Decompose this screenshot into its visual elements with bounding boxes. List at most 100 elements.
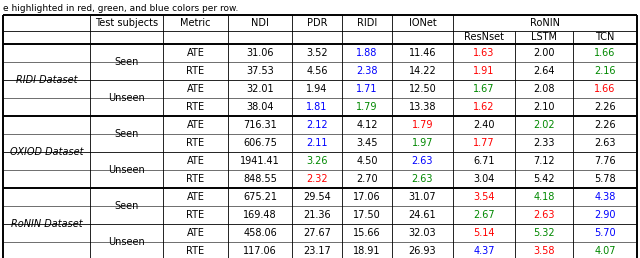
Text: 14.22: 14.22 [408, 66, 436, 76]
Text: 1.67: 1.67 [473, 84, 495, 94]
Text: TCN: TCN [595, 33, 614, 43]
Text: 3.58: 3.58 [533, 246, 555, 256]
Text: LSTM: LSTM [531, 33, 557, 43]
Text: 169.48: 169.48 [243, 210, 277, 220]
Text: 2.12: 2.12 [306, 120, 328, 130]
Text: 26.93: 26.93 [409, 246, 436, 256]
Text: Metric: Metric [180, 18, 211, 28]
Text: 6.71: 6.71 [473, 156, 495, 166]
Text: 2.40: 2.40 [473, 120, 495, 130]
Text: 17.06: 17.06 [353, 192, 381, 202]
Text: 5.70: 5.70 [594, 228, 616, 238]
Text: 37.53: 37.53 [246, 66, 274, 76]
Text: 18.91: 18.91 [353, 246, 381, 256]
Text: ATE: ATE [187, 48, 204, 58]
Text: 1.71: 1.71 [356, 84, 378, 94]
Text: 2.10: 2.10 [533, 102, 555, 112]
Text: 5.32: 5.32 [533, 228, 555, 238]
Text: 3.26: 3.26 [307, 156, 328, 166]
Text: 3.52: 3.52 [306, 48, 328, 58]
Text: 1941.41: 1941.41 [240, 156, 280, 166]
Text: 1.81: 1.81 [307, 102, 328, 112]
Text: Seen: Seen [115, 201, 139, 211]
Text: ResNset: ResNset [464, 33, 504, 43]
Text: 4.56: 4.56 [307, 66, 328, 76]
Text: 716.31: 716.31 [243, 120, 277, 130]
Text: 4.12: 4.12 [356, 120, 378, 130]
Text: IONet: IONet [408, 18, 436, 28]
Text: 606.75: 606.75 [243, 138, 277, 148]
Text: 848.55: 848.55 [243, 174, 277, 184]
Text: 1.66: 1.66 [595, 84, 616, 94]
Text: OXIOD Dataset: OXIOD Dataset [10, 147, 83, 157]
Text: 117.06: 117.06 [243, 246, 277, 256]
Text: 4.07: 4.07 [595, 246, 616, 256]
Text: Unseen: Unseen [108, 165, 145, 175]
Text: 11.46: 11.46 [409, 48, 436, 58]
Text: 4.37: 4.37 [473, 246, 495, 256]
Text: RTE: RTE [186, 102, 205, 112]
Text: 17.50: 17.50 [353, 210, 381, 220]
Text: e highlighted in red, green, and blue colors per row.: e highlighted in red, green, and blue co… [3, 4, 238, 13]
Text: Test subjects: Test subjects [95, 18, 158, 28]
Text: PDR: PDR [307, 18, 327, 28]
Text: 1.97: 1.97 [412, 138, 433, 148]
Text: ATE: ATE [187, 120, 204, 130]
Text: RTE: RTE [186, 66, 205, 76]
Text: 2.33: 2.33 [533, 138, 555, 148]
Text: 3.54: 3.54 [473, 192, 495, 202]
Text: 675.21: 675.21 [243, 192, 277, 202]
Text: 5.78: 5.78 [594, 174, 616, 184]
Text: 4.50: 4.50 [356, 156, 378, 166]
Text: 3.45: 3.45 [356, 138, 378, 148]
Text: 5.14: 5.14 [473, 228, 495, 238]
Text: 2.63: 2.63 [412, 174, 433, 184]
Text: 2.70: 2.70 [356, 174, 378, 184]
Text: ATE: ATE [187, 156, 204, 166]
Text: ATE: ATE [187, 192, 204, 202]
Text: 7.12: 7.12 [533, 156, 555, 166]
Text: 21.36: 21.36 [303, 210, 331, 220]
Text: 1.77: 1.77 [473, 138, 495, 148]
Text: 1.91: 1.91 [474, 66, 495, 76]
Text: 1.88: 1.88 [356, 48, 378, 58]
Text: RTE: RTE [186, 210, 205, 220]
Text: 1.94: 1.94 [307, 84, 328, 94]
Text: 5.42: 5.42 [533, 174, 555, 184]
Text: 31.07: 31.07 [409, 192, 436, 202]
Text: NDI: NDI [251, 18, 269, 28]
Text: 24.61: 24.61 [409, 210, 436, 220]
Text: 23.17: 23.17 [303, 246, 331, 256]
Text: RoNIN: RoNIN [530, 18, 560, 28]
Text: RTE: RTE [186, 138, 205, 148]
Text: ATE: ATE [187, 84, 204, 94]
Text: 2.90: 2.90 [595, 210, 616, 220]
Text: 7.76: 7.76 [594, 156, 616, 166]
Text: Unseen: Unseen [108, 237, 145, 247]
Text: 32.01: 32.01 [246, 84, 274, 94]
Text: 1.62: 1.62 [473, 102, 495, 112]
Text: 15.66: 15.66 [353, 228, 381, 238]
Text: 2.38: 2.38 [356, 66, 378, 76]
Text: 4.18: 4.18 [533, 192, 555, 202]
Text: 3.04: 3.04 [474, 174, 495, 184]
Text: 2.67: 2.67 [473, 210, 495, 220]
Text: 2.08: 2.08 [533, 84, 555, 94]
Text: 1.66: 1.66 [595, 48, 616, 58]
Text: RTE: RTE [186, 246, 205, 256]
Text: 2.26: 2.26 [594, 120, 616, 130]
Text: RIDI Dataset: RIDI Dataset [16, 75, 77, 85]
Text: 2.02: 2.02 [533, 120, 555, 130]
Text: 2.00: 2.00 [533, 48, 555, 58]
Text: 2.32: 2.32 [306, 174, 328, 184]
Text: 2.63: 2.63 [412, 156, 433, 166]
Text: 2.26: 2.26 [594, 102, 616, 112]
Text: ATE: ATE [187, 228, 204, 238]
Text: Seen: Seen [115, 57, 139, 67]
Text: 31.06: 31.06 [246, 48, 274, 58]
Text: 1.63: 1.63 [474, 48, 495, 58]
Text: 32.03: 32.03 [409, 228, 436, 238]
Text: 2.64: 2.64 [533, 66, 555, 76]
Text: Seen: Seen [115, 129, 139, 139]
Text: 13.38: 13.38 [409, 102, 436, 112]
